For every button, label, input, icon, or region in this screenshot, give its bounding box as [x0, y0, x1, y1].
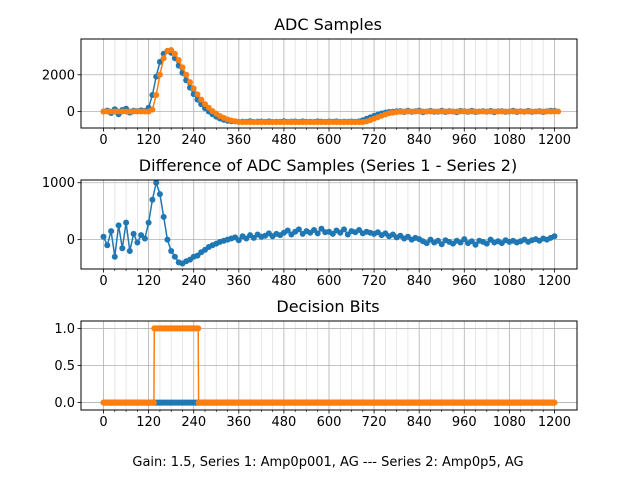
- x-tick-label: 360: [226, 274, 251, 289]
- series-1-point: [164, 236, 171, 243]
- axes-frame: [80, 320, 578, 411]
- x-tick-label: 0: [99, 415, 107, 430]
- x-tick-label: 600: [317, 415, 342, 430]
- series-2-point: [187, 79, 193, 86]
- series-1-point: [314, 230, 321, 237]
- axes-frame: [80, 179, 578, 270]
- x-tick-label: 1080: [493, 133, 526, 148]
- series-1-point: [461, 236, 468, 243]
- series-1-point: [130, 230, 137, 237]
- series-2-point: [202, 101, 208, 108]
- x-tick-label: 840: [407, 274, 432, 289]
- series-1-point: [153, 179, 160, 186]
- x-tick-label: 360: [226, 133, 251, 148]
- x-tick-label: 1200: [538, 133, 571, 148]
- series-1-point: [235, 237, 242, 244]
- x-tick-label: 0: [99, 274, 107, 289]
- x-tick-label: 1200: [538, 274, 571, 289]
- series-1-point: [111, 253, 118, 260]
- series-1-point: [108, 228, 115, 235]
- chart-title-adc-samples: ADC Samples: [274, 15, 382, 34]
- x-tick-label: 240: [181, 415, 206, 430]
- x-tick-label: 240: [181, 133, 206, 148]
- series-2-point: [555, 108, 562, 115]
- series-1-point: [145, 219, 152, 226]
- series-2-point: [183, 71, 190, 78]
- x-tick-label: 1080: [493, 274, 526, 289]
- x-tick-label: 120: [136, 274, 161, 289]
- y-tick-label: 0: [67, 233, 75, 248]
- series-2-point: [179, 64, 186, 71]
- series-2-point: [153, 92, 160, 98]
- y-tick-label: 1.0: [54, 322, 75, 337]
- series-2-point: [156, 71, 163, 78]
- series-2-point: [194, 91, 201, 98]
- x-tick-label: 360: [226, 415, 251, 430]
- y-tick-label: 0.0: [54, 396, 75, 411]
- series-1-point: [295, 226, 302, 233]
- x-tick-label: 960: [452, 274, 477, 289]
- chart-title-difference: Difference of ADC Samples (Series 1 - Se…: [139, 156, 517, 175]
- series-1-point: [472, 241, 479, 248]
- x-tick-label: 600: [317, 133, 342, 148]
- x-tick-label: 960: [452, 415, 477, 430]
- x-tick-label: 480: [271, 133, 296, 148]
- series-1-point: [134, 239, 141, 246]
- series-1-point: [119, 245, 126, 252]
- x-tick-label: 1200: [538, 415, 571, 430]
- series-1-point: [160, 213, 167, 220]
- series-1-point: [341, 226, 347, 233]
- series-1-point: [168, 248, 175, 254]
- series-1-point: [284, 227, 291, 234]
- series-2-point: [168, 47, 175, 53]
- x-axis-label: Gain: 1.5, Series 1: Amp0p001, AG --- Se…: [132, 455, 523, 470]
- series-2-point: [198, 96, 205, 103]
- x-tick-label: 960: [452, 133, 477, 148]
- series-1-point: [156, 191, 163, 198]
- series-1-point: [115, 222, 122, 229]
- x-tick-label: 720: [362, 415, 387, 430]
- series-1-point: [171, 253, 178, 260]
- x-tick-label: 240: [181, 274, 206, 289]
- series-1-point: [141, 235, 148, 242]
- series-1-point: [126, 248, 133, 254]
- x-tick-label: 120: [136, 415, 161, 430]
- x-tick-label: 720: [362, 133, 387, 148]
- series-1-point: [551, 233, 558, 240]
- y-tick-label: 0: [67, 105, 75, 120]
- series-1-point: [483, 240, 490, 247]
- chart-title-decision-bits: Decision Bits: [276, 297, 379, 316]
- series-1-point: [100, 233, 107, 240]
- series-2-point: [175, 57, 182, 64]
- x-tick-label: 480: [271, 274, 296, 289]
- y-tick-label: 0.5: [54, 359, 75, 374]
- x-tick-label: 1080: [493, 415, 526, 430]
- series-1-point: [104, 242, 111, 249]
- series-1-point: [149, 196, 156, 203]
- x-tick-label: 120: [136, 133, 161, 148]
- y-tick-label: 1000: [42, 176, 75, 191]
- series-1-point: [123, 219, 130, 226]
- x-tick-label: 840: [407, 415, 432, 430]
- x-tick-label: 0: [99, 133, 107, 148]
- x-tick-label: 720: [362, 274, 387, 289]
- series-1-point: [438, 241, 445, 248]
- series-2-point: [171, 50, 178, 57]
- axes-frame: [80, 38, 578, 129]
- series-1-point: [423, 240, 430, 247]
- x-tick-label: 600: [317, 274, 342, 289]
- series-1-point: [156, 58, 163, 65]
- series-2-point: [149, 106, 156, 113]
- y-tick-label: 2000: [42, 68, 75, 83]
- x-tick-label: 840: [407, 133, 432, 148]
- series-2-point: [190, 85, 197, 92]
- series-2-point: [160, 55, 167, 62]
- x-tick-label: 480: [271, 415, 296, 430]
